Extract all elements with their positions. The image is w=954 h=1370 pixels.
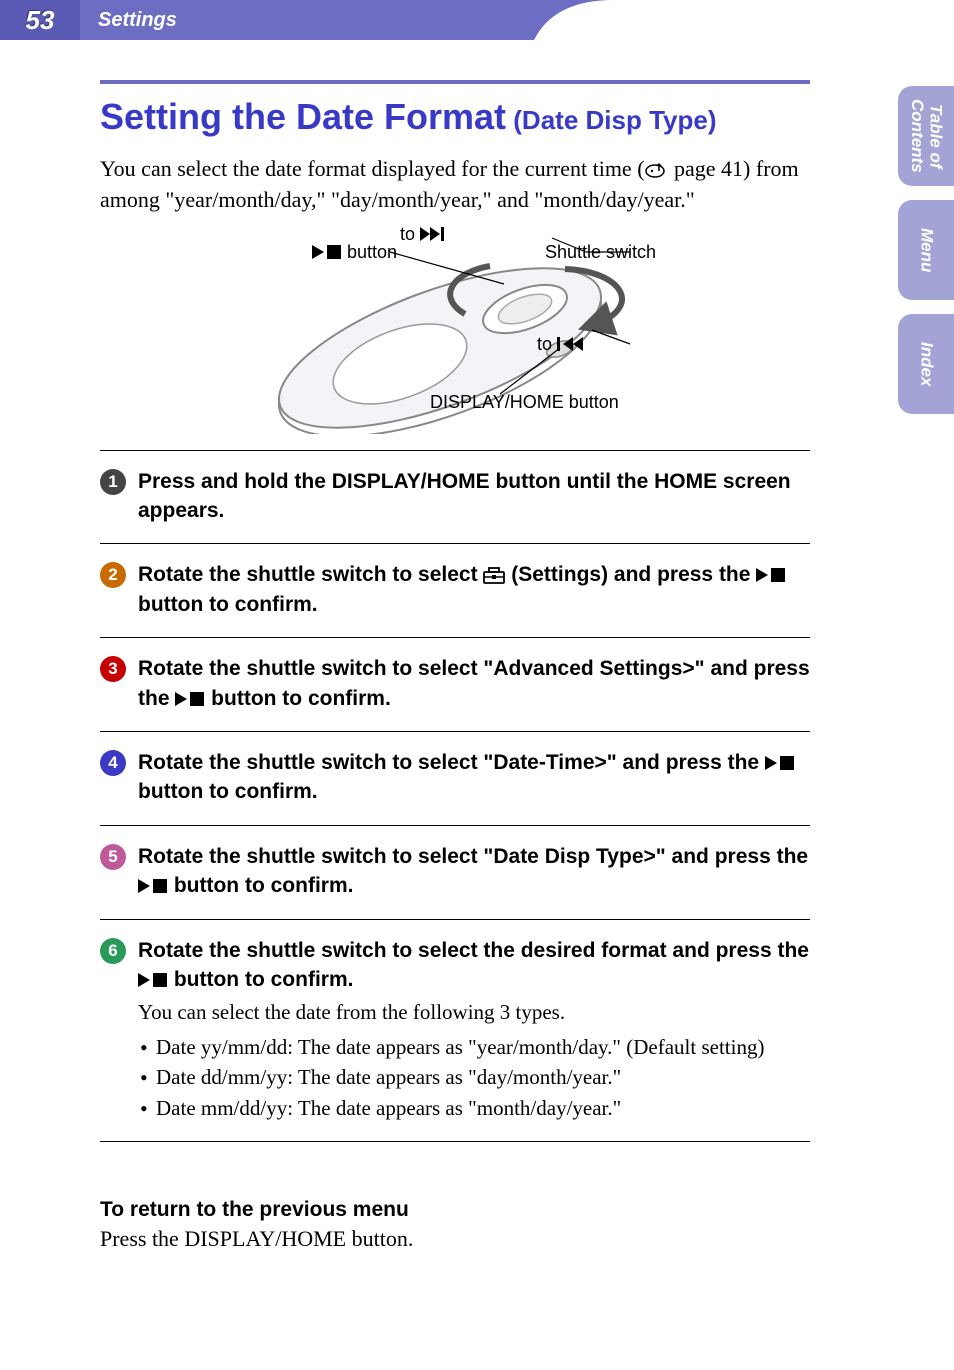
page-title: Setting the Date Format (Date Disp Type): [100, 96, 810, 138]
step-3: 3 Rotate the shuttle switch to select "A…: [100, 637, 810, 731]
step-badge: 5: [100, 844, 126, 870]
page-number: 53: [26, 5, 55, 36]
diagram-home-label: DISPLAY/HOME button: [430, 392, 619, 413]
step-title: Rotate the shuttle switch to select "Dat…: [138, 748, 810, 807]
t: Rotate the shuttle switch to select "Dat…: [138, 845, 808, 868]
step-body: Rotate the shuttle switch to select the …: [138, 936, 810, 1123]
bullet-list: Date yy/mm/dd: The date appears as "year…: [138, 1032, 810, 1123]
t: Rotate the shuttle switch to select: [138, 563, 483, 586]
play-stop-icon: [138, 879, 168, 893]
t: button to confirm.: [168, 968, 353, 991]
step-badge: 4: [100, 750, 126, 776]
step-badge: 2: [100, 562, 126, 588]
bullet-item: Date yy/mm/dd: The date appears as "year…: [138, 1032, 810, 1062]
page-number-box: 53: [0, 0, 80, 40]
t: button to confirm.: [168, 874, 353, 897]
play-stop-icon: [175, 692, 205, 706]
steps-list: 1 Press and hold the DISPLAY/HOME button…: [100, 450, 810, 1142]
label-text: to: [537, 334, 557, 354]
diagram-to-fwd: to: [400, 224, 450, 245]
step-body: Rotate the shuttle switch to select "Dat…: [138, 842, 810, 901]
intro-paragraph: You can select the date format displayed…: [100, 154, 810, 216]
pointer-icon: [645, 160, 669, 178]
step-title: Rotate the shuttle switch to select "Dat…: [138, 842, 810, 901]
step-title: Press and hold the DISPLAY/HOME button u…: [138, 467, 810, 526]
step-1: 1 Press and hold the DISPLAY/HOME button…: [100, 450, 810, 544]
t: button to confirm.: [138, 593, 318, 616]
step-body: Rotate the shuttle switch to select (Set…: [138, 560, 810, 619]
t: (Settings) and press the: [505, 563, 756, 586]
header-curve: [534, 0, 954, 40]
play-stop-icon: [138, 973, 168, 987]
intro-before: You can select the date format displayed…: [100, 156, 645, 181]
bullet-item: Date dd/mm/yy: The date appears as "day/…: [138, 1062, 810, 1092]
side-tabs: Table of Contents Menu Index: [898, 86, 954, 414]
toolbox-icon: [483, 566, 505, 584]
t: button to confirm.: [205, 687, 390, 710]
title-main: Setting the Date Format: [100, 96, 506, 137]
step-6: 6 Rotate the shuttle switch to select th…: [100, 919, 810, 1142]
step-badge: 1: [100, 469, 126, 495]
header-section-title: Settings: [80, 0, 177, 40]
step-badge: 3: [100, 656, 126, 682]
step-title: Rotate the shuttle switch to select "Adv…: [138, 654, 810, 713]
play-stop-icon: [765, 756, 795, 770]
side-tab-menu[interactable]: Menu: [898, 200, 954, 300]
t: Rotate the shuttle switch to select "Dat…: [138, 751, 765, 774]
device-diagram: to button Shuttle switch to DISPLAY/HOME…: [100, 224, 810, 434]
step-5: 5 Rotate the shuttle switch to select "D…: [100, 825, 810, 919]
page-content: Setting the Date Format (Date Disp Type)…: [0, 40, 810, 1252]
title-sub: (Date Disp Type): [506, 105, 716, 135]
side-tab-label: Menu: [917, 228, 936, 272]
t: button to confirm.: [138, 780, 318, 803]
label-text: button: [342, 242, 397, 262]
step-body-text: You can select the date from the followi…: [138, 998, 810, 1027]
diagram-play-button-label: button: [312, 242, 397, 263]
return-text: Press the DISPLAY/HOME button.: [100, 1226, 810, 1252]
side-tab-label: Index: [917, 342, 936, 386]
title-rule: [100, 80, 810, 84]
label-text: to: [400, 224, 420, 244]
step-body: Rotate the shuttle switch to select "Adv…: [138, 654, 810, 713]
side-tab-index[interactable]: Index: [898, 314, 954, 414]
play-stop-icon: [756, 568, 786, 582]
header-bar: 53 Settings: [0, 0, 954, 40]
return-heading: To return to the previous menu: [100, 1198, 810, 1222]
side-tab-label: Table of Contents: [907, 99, 944, 173]
diagram-to-rew: to: [537, 334, 587, 355]
step-badge: 6: [100, 938, 126, 964]
side-tab-toc[interactable]: Table of Contents: [898, 86, 954, 186]
diagram-shuttle-label: Shuttle switch: [545, 242, 656, 263]
t: Rotate the shuttle switch to select the …: [138, 939, 809, 962]
step-body: Rotate the shuttle switch to select "Dat…: [138, 748, 810, 807]
step-2: 2 Rotate the shuttle switch to select (S…: [100, 543, 810, 637]
step-title: Rotate the shuttle switch to select the …: [138, 936, 810, 995]
step-title: Rotate the shuttle switch to select (Set…: [138, 560, 810, 619]
bullet-item: Date mm/dd/yy: The date appears as "mont…: [138, 1093, 810, 1123]
step-4: 4 Rotate the shuttle switch to select "D…: [100, 731, 810, 825]
return-section: To return to the previous menu Press the…: [100, 1198, 810, 1252]
step-body: Press and hold the DISPLAY/HOME button u…: [138, 467, 810, 526]
